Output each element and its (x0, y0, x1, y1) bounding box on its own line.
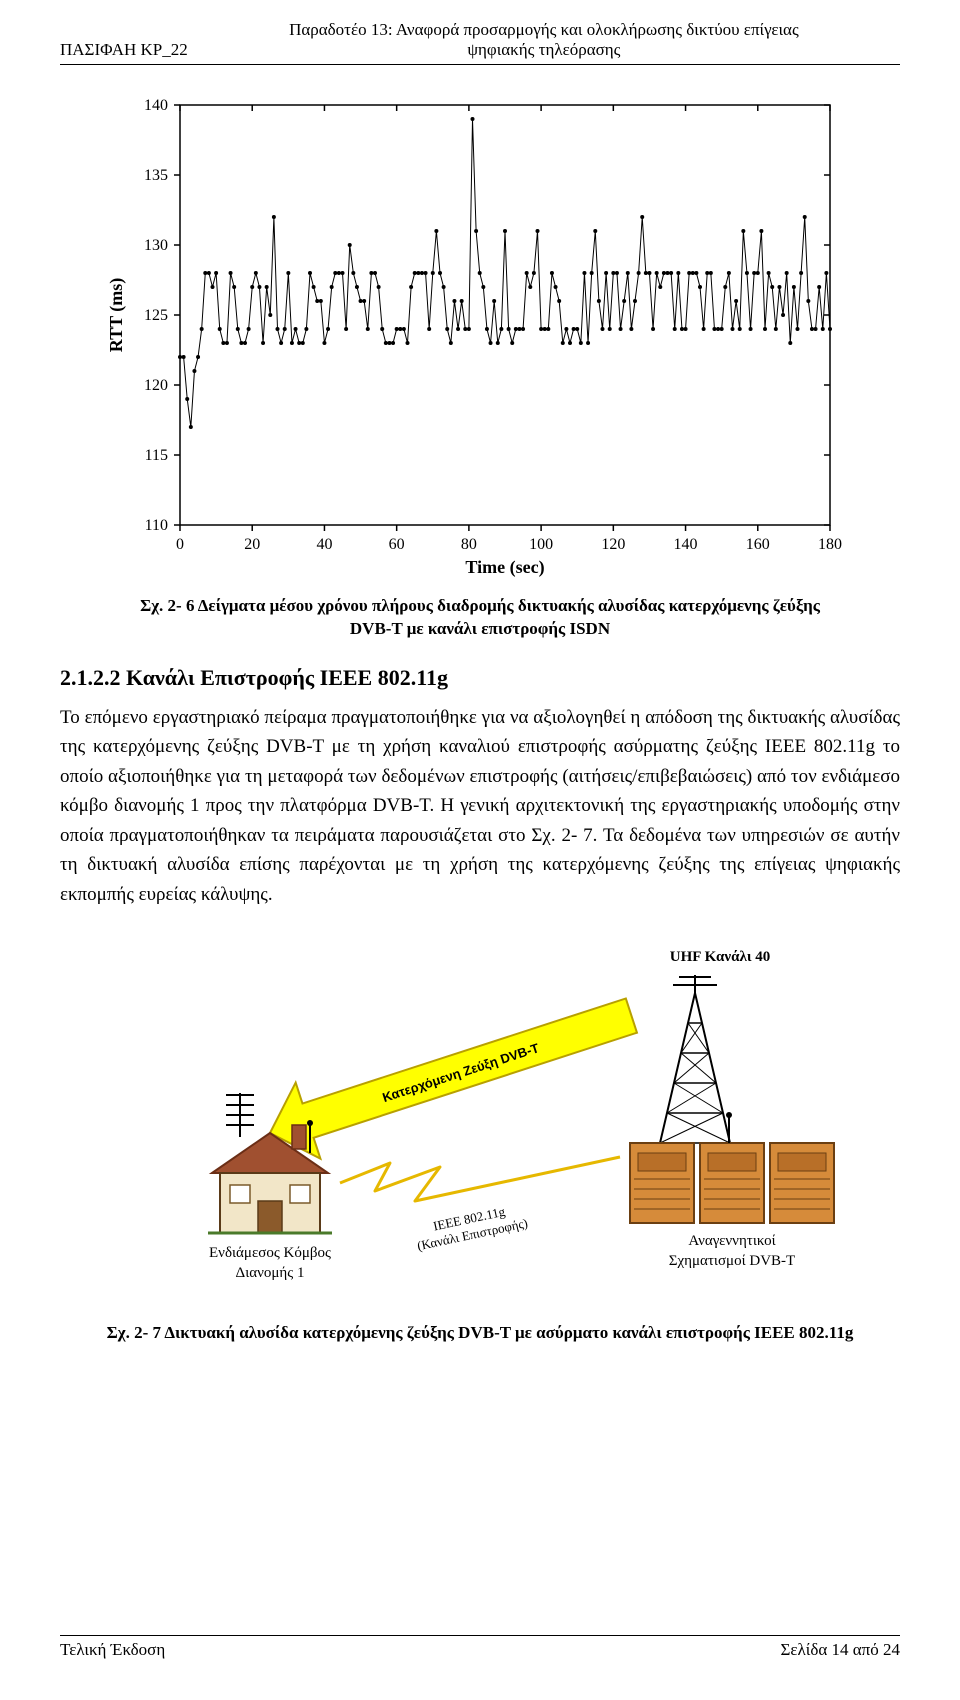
svg-text:125: 125 (144, 307, 168, 324)
svg-text:160: 160 (746, 536, 770, 553)
page-header: ΠΑΣΙΦΑΗ ΚΡ_22 Παραδοτέο 13: Αναφορά προσ… (60, 20, 900, 65)
svg-text:120: 120 (144, 377, 168, 394)
svg-text:40: 40 (316, 536, 332, 553)
svg-text:60: 60 (389, 536, 405, 553)
svg-text:Σχηματισμοί DVB-T: Σχηματισμοί DVB-T (669, 1253, 795, 1269)
network-diagram: UHF Κανάλι 40Κατερχόμενη Ζεύξη DVB-TΑναγ… (100, 933, 860, 1313)
svg-text:Διανομής 1: Διανομής 1 (236, 1265, 305, 1281)
footer-right: Σελίδα 14 από 24 (780, 1640, 900, 1660)
figure-caption-2: Σχ. 2- 7 Δικτυακή αλυσίδα κατερχόμενης ζ… (60, 1323, 900, 1343)
caption1-l2: DVB-T με κανάλι επιστροφής ISDN (350, 619, 610, 638)
svg-text:110: 110 (145, 517, 168, 534)
header-center-1: Παραδοτέο 13: Αναφορά προσαρμογής και ολ… (188, 20, 900, 40)
svg-text:Ενδιάμεσος Κόμβος: Ενδιάμεσος Κόμβος (209, 1245, 331, 1261)
page-footer: Τελική Έκδοση Σελίδα 14 από 24 (60, 1635, 900, 1660)
footer-left: Τελική Έκδοση (60, 1640, 165, 1660)
svg-text:140: 140 (144, 97, 168, 114)
svg-text:Time (sec): Time (sec) (465, 557, 544, 578)
header-center: Παραδοτέο 13: Αναφορά προσαρμογής και ολ… (188, 20, 900, 60)
header-center-2: ψηφιακής τηλεόρασης (188, 40, 900, 60)
svg-text:135: 135 (144, 167, 168, 184)
svg-text:120: 120 (601, 536, 625, 553)
svg-text:UHF Κανάλι 40: UHF Κανάλι 40 (670, 949, 770, 965)
svg-text:Αναγεννητικοί: Αναγεννητικοί (688, 1233, 775, 1249)
svg-text:100: 100 (529, 536, 553, 553)
body-paragraph: Το επόμενο εργαστηριακό πείραμα πραγματο… (60, 703, 900, 909)
svg-text:20: 20 (244, 536, 260, 553)
section-heading: 2.1.2.2 Κανάλι Επιστροφής IEEE 802.11g (60, 665, 900, 691)
svg-text:RTT (ms): RTT (ms) (106, 278, 127, 353)
figure-caption-1: Σχ. 2- 6 Δείγματα μέσου χρόνου πλήρους δ… (70, 595, 890, 641)
svg-text:180: 180 (818, 536, 842, 553)
svg-text:80: 80 (461, 536, 477, 553)
svg-text:130: 130 (144, 237, 168, 254)
svg-text:115: 115 (145, 447, 168, 464)
caption1-l1: Σχ. 2- 6 Δείγματα μέσου χρόνου πλήρους δ… (140, 596, 820, 615)
header-left: ΠΑΣΙΦΑΗ ΚΡ_22 (60, 40, 188, 60)
rtt-chart: 0 20 40 60 80 100 120 140 160 180 110 115 120 125 130 1… (100, 85, 860, 585)
svg-text:140: 140 (674, 536, 698, 553)
svg-text:0: 0 (176, 536, 184, 553)
